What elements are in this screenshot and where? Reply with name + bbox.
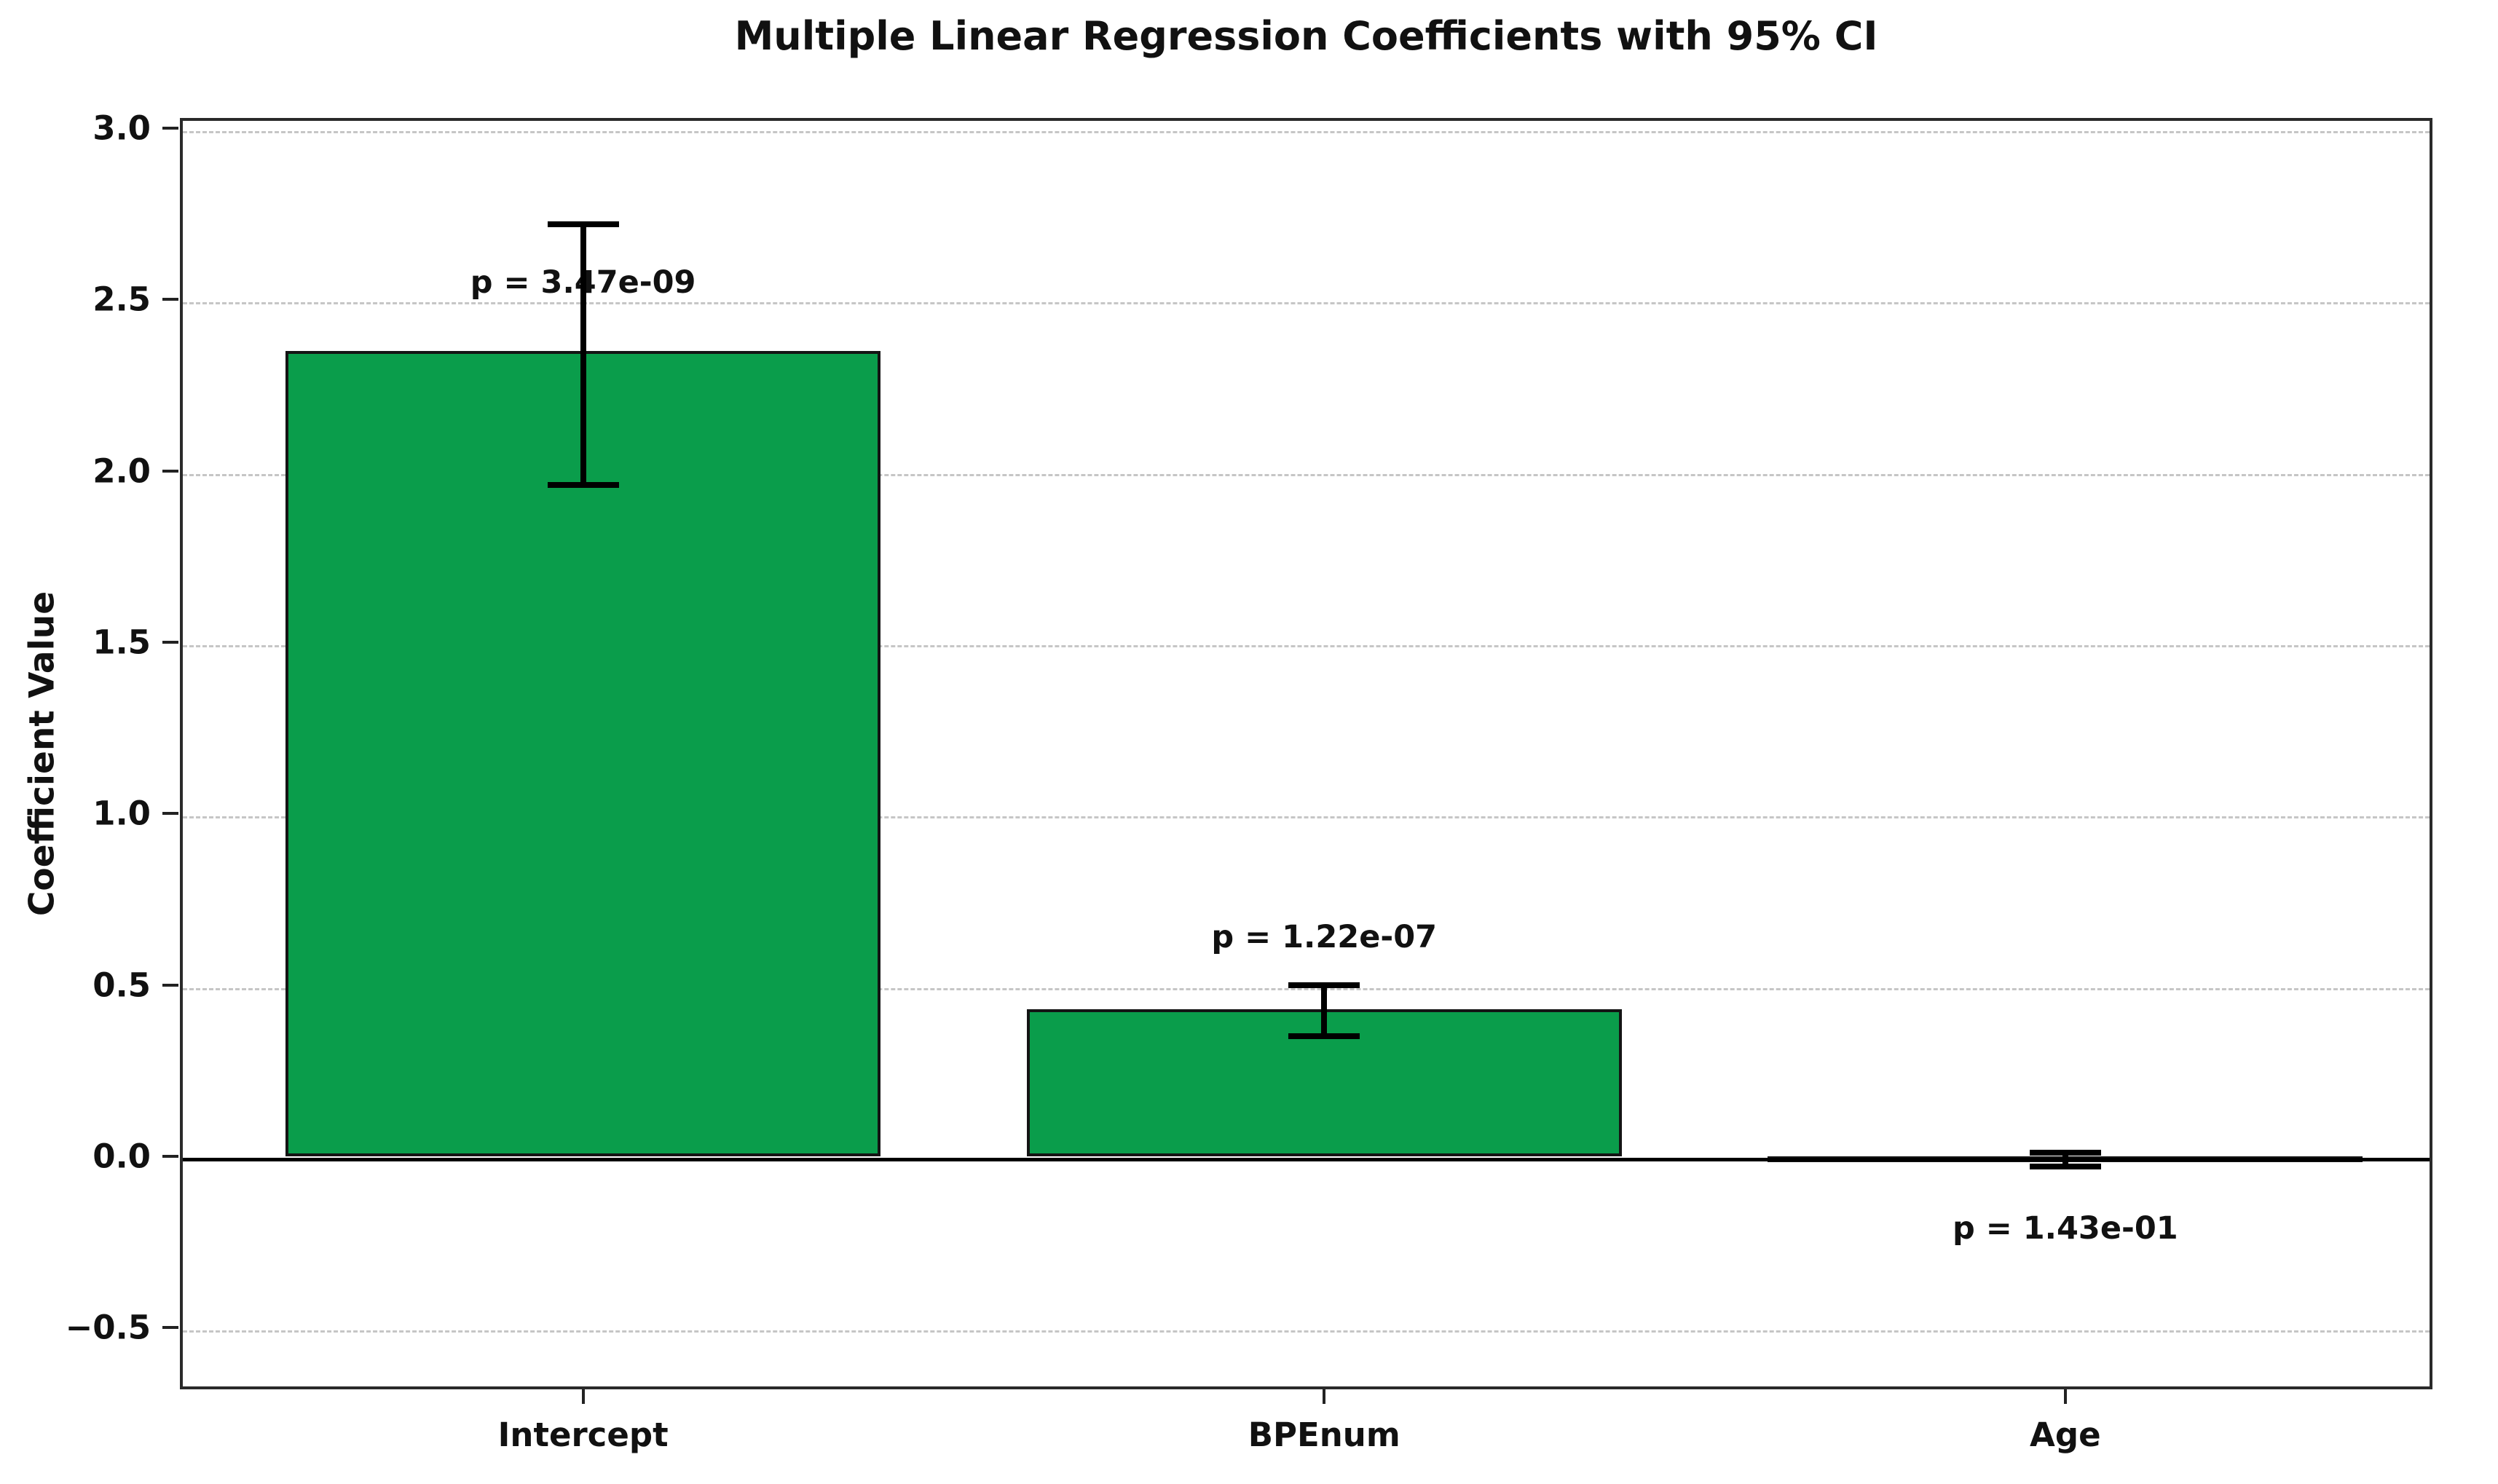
- y-tick-label: 3.0: [92, 108, 151, 148]
- gridline-1.5: [183, 645, 2430, 648]
- y-tick-mark: [162, 469, 178, 473]
- error-cap-top-bpenum: [1288, 982, 1360, 988]
- error-cap-bottom-bpenum: [1288, 1033, 1360, 1040]
- gridline-2.5: [183, 302, 2430, 305]
- y-tick-mark: [162, 298, 178, 301]
- y-tick-mark: [162, 983, 178, 987]
- y-tick-label: 1.0: [92, 794, 151, 833]
- error-cap-top-intercept: [547, 221, 619, 227]
- y-tick-label: −0.5: [65, 1308, 151, 1347]
- y-axis-title: Coefficient Value: [22, 591, 63, 917]
- zero-baseline: [183, 1157, 2430, 1161]
- x-tick-mark: [1323, 1389, 1326, 1404]
- error-bar-bpenum: [1321, 985, 1328, 1037]
- y-tick-mark: [162, 127, 178, 130]
- y-tick-label: 0.5: [92, 966, 151, 1005]
- error-cap-top-age: [2029, 1150, 2101, 1156]
- y-tick-mark: [162, 812, 178, 816]
- x-tick-label-intercept: Intercept: [497, 1416, 669, 1454]
- error-cap-bottom-age: [2029, 1164, 2101, 1170]
- gridline-−0.5: [183, 1330, 2430, 1333]
- gridline-3.0: [183, 131, 2430, 134]
- p-value-label-bpenum: p = 1.22e-07: [1211, 918, 1438, 955]
- x-tick-mark: [2063, 1389, 2067, 1404]
- y-tick-mark: [162, 641, 178, 644]
- y-tick-label: 2.5: [92, 280, 151, 319]
- y-tick-mark: [162, 1326, 178, 1330]
- y-tick-label: 2.0: [92, 451, 151, 491]
- error-cap-bottom-intercept: [547, 481, 619, 488]
- x-tick-label-age: Age: [2030, 1416, 2101, 1454]
- x-tick-mark: [581, 1389, 585, 1404]
- gridline-1.0: [183, 816, 2430, 819]
- error-bar-intercept: [580, 224, 586, 485]
- gridline-2.0: [183, 473, 2430, 476]
- chart-title: Multiple Linear Regression Coefficients …: [734, 13, 1878, 59]
- error-bar-age: [2062, 1153, 2068, 1167]
- x-tick-label-bpenum: BPEnum: [1248, 1416, 1400, 1454]
- p-value-label-age: p = 1.43e-01: [1952, 1209, 2178, 1247]
- gridline-0.5: [183, 987, 2430, 990]
- y-tick-label: 1.5: [92, 623, 151, 662]
- y-tick-mark: [162, 1154, 178, 1158]
- y-tick-label: 0.0: [92, 1137, 151, 1176]
